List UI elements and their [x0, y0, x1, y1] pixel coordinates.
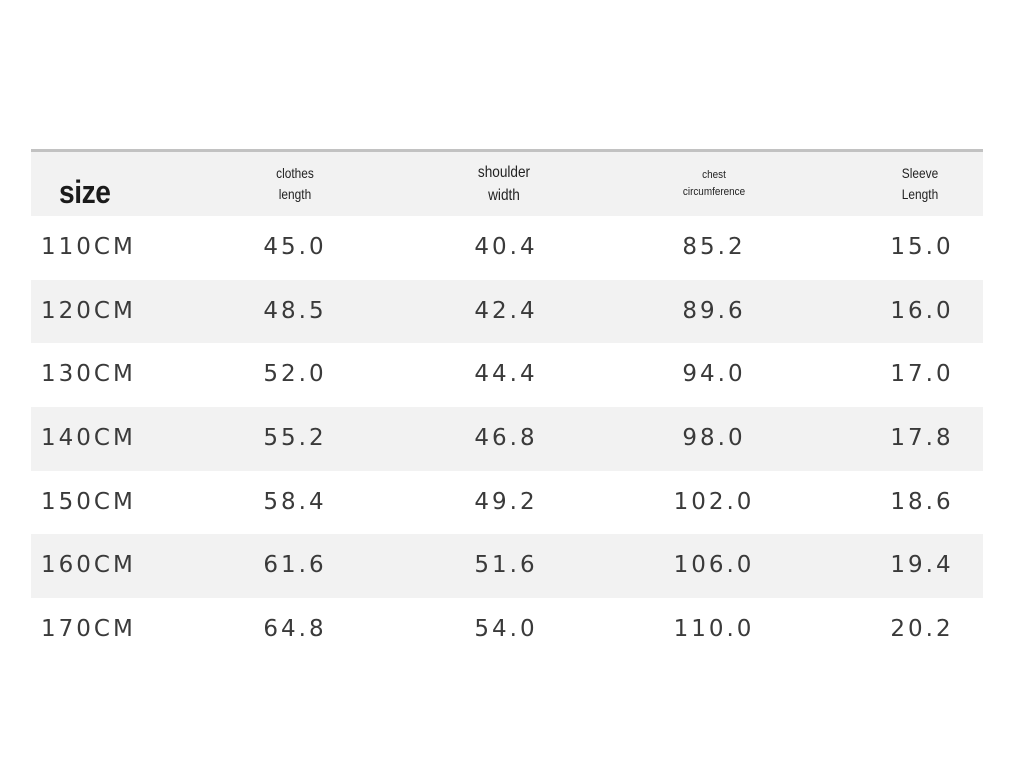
cell-sleeve-length: 20.2 — [890, 616, 954, 643]
header-shoulder-width-line1: shoulder — [477, 164, 531, 181]
size-chart-table: size clothes length shoulder width chest… — [31, 149, 983, 662]
cell-shoulder-width: 44.4 — [474, 361, 538, 388]
table-row: 120CM 48.5 42.4 89.6 16.0 — [31, 279, 983, 344]
cell-size: 110CM — [41, 234, 136, 260]
header-chest-circumference: chest circumference — [683, 152, 745, 216]
header-size-label: size — [59, 173, 111, 210]
cell-sleeve-length: 17.0 — [890, 361, 954, 388]
table-row: 170CM 64.8 54.0 110.0 20.2 — [31, 598, 983, 662]
header-sleeve-length: Sleeve Length — [902, 152, 938, 216]
header-size: size — [59, 152, 111, 224]
cell-clothes-length: 58.4 — [263, 488, 327, 515]
cell-size: 160CM — [41, 552, 136, 579]
cell-clothes-length: 61.6 — [263, 552, 327, 579]
cell-size: 170CM — [41, 616, 136, 643]
header-chest-circumference-line1: chest — [702, 169, 726, 181]
cell-shoulder-width: 40.4 — [474, 234, 538, 260]
cell-chest-circumference: 106.0 — [673, 552, 755, 579]
cell-sleeve-length: 18.6 — [890, 488, 954, 515]
cell-size: 120CM — [41, 297, 136, 324]
cell-chest-circumference: 102.0 — [673, 488, 755, 515]
cell-shoulder-width: 51.6 — [474, 552, 538, 579]
cell-clothes-length: 55.2 — [263, 425, 327, 452]
cell-sleeve-length: 15.0 — [890, 234, 954, 260]
cell-shoulder-width: 54.0 — [474, 616, 538, 643]
header-sleeve-length-line2: Length — [901, 186, 939, 202]
table-header-row: size clothes length shoulder width chest… — [31, 152, 983, 216]
cell-sleeve-length: 19.4 — [890, 552, 954, 579]
header-chest-circumference-line2: circumference — [682, 186, 746, 198]
header-sleeve-length-line1: Sleeve — [901, 165, 939, 181]
table-row: 140CM 55.2 46.8 98.0 17.8 — [31, 407, 983, 471]
cell-clothes-length: 64.8 — [263, 616, 327, 643]
header-clothes-length-line2: length — [278, 186, 312, 202]
cell-chest-circumference: 89.6 — [682, 297, 746, 324]
header-shoulder-width: shoulder width — [478, 152, 530, 216]
cell-sleeve-length: 17.8 — [890, 425, 954, 452]
header-clothes-length-line1: clothes — [276, 165, 314, 181]
table-top-rule — [31, 149, 983, 152]
table-row: 130CM 52.0 44.4 94.0 17.0 — [31, 343, 983, 408]
cell-clothes-length: 52.0 — [263, 361, 327, 388]
cell-chest-circumference: 94.0 — [682, 361, 746, 388]
table-row: 160CM 61.6 51.6 106.0 19.4 — [31, 534, 983, 599]
cell-clothes-length: 48.5 — [263, 297, 327, 324]
cell-chest-circumference: 98.0 — [682, 425, 746, 452]
cell-size: 130CM — [41, 361, 136, 388]
table-row: 110CM 45.0 40.4 85.2 15.0 — [31, 216, 983, 280]
header-shoulder-width-line2: width — [488, 187, 520, 204]
cell-shoulder-width: 46.8 — [474, 425, 538, 452]
cell-size: 140CM — [41, 425, 136, 452]
cell-sleeve-length: 16.0 — [890, 297, 954, 324]
cell-chest-circumference: 85.2 — [682, 234, 746, 260]
cell-shoulder-width: 42.4 — [474, 297, 538, 324]
header-clothes-length: clothes length — [276, 152, 314, 216]
table-row: 150CM 58.4 49.2 102.0 18.6 — [31, 470, 983, 535]
cell-shoulder-width: 49.2 — [474, 488, 538, 515]
cell-chest-circumference: 110.0 — [673, 616, 755, 643]
cell-clothes-length: 45.0 — [263, 234, 327, 260]
cell-size: 150CM — [41, 488, 136, 515]
